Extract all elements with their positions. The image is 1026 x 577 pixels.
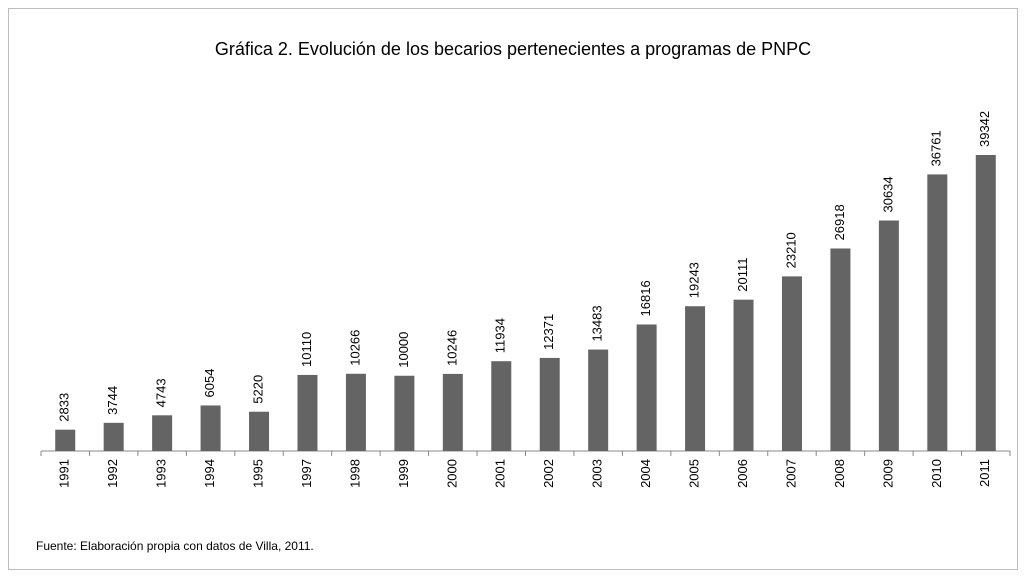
data-label: 10000: [396, 332, 411, 368]
bar: [442, 373, 463, 451]
data-label: 2833: [57, 393, 72, 422]
bar: [878, 220, 899, 451]
x-tick-label: 2000: [444, 459, 459, 488]
bar: [103, 422, 124, 451]
data-label: 6054: [202, 369, 217, 398]
x-tick-label: 1997: [299, 459, 314, 488]
bar: [975, 155, 996, 451]
bar: [345, 373, 366, 451]
x-tick-label: 2007: [783, 459, 798, 488]
bar: [394, 375, 415, 451]
data-label: 20111: [735, 257, 750, 291]
data-label: 19243: [687, 262, 702, 298]
data-label: 10246: [444, 330, 459, 366]
x-tick-label: 2002: [541, 459, 556, 488]
x-tick-label: 2006: [735, 459, 750, 488]
x-tick-label: 1998: [347, 459, 362, 488]
bar: [636, 324, 657, 451]
data-label: 13483: [590, 305, 605, 341]
x-tick-label: 1994: [202, 459, 217, 488]
bar: [200, 405, 221, 451]
data-label: 4743: [154, 378, 169, 407]
bar: [152, 415, 173, 451]
bar: [297, 374, 318, 451]
data-label: 16816: [638, 280, 653, 316]
x-tick-label: 2011: [977, 459, 992, 487]
x-tick-label: 2005: [687, 459, 702, 488]
bar: [55, 429, 76, 451]
bar: [491, 361, 512, 451]
data-label: 39342: [977, 111, 992, 147]
bar: [685, 306, 706, 451]
data-label: 10266: [347, 330, 362, 366]
bar: [249, 411, 270, 451]
data-label: 23210: [783, 232, 798, 268]
bar: [588, 349, 609, 451]
x-tick-label: 2010: [929, 459, 944, 488]
x-tick-label: 2008: [832, 459, 847, 488]
x-tick-label: 1993: [154, 459, 169, 488]
data-label: 36761: [929, 130, 944, 166]
bar: [539, 357, 560, 451]
bar: [927, 174, 948, 452]
bar: [781, 276, 802, 451]
x-tick-label: 2004: [638, 459, 653, 488]
chart-title: Gráfica 2. Evolución de los becarios per…: [215, 39, 811, 59]
source-note: Fuente: Elaboración propia con datos de …: [36, 539, 314, 553]
data-label: 11934: [493, 318, 508, 353]
bar: [733, 299, 754, 451]
x-tick-label: 1995: [250, 459, 265, 488]
x-tick-label: 2001: [493, 459, 508, 488]
data-label: 5220: [250, 375, 265, 404]
bar: [830, 248, 851, 451]
data-label: 10110: [299, 332, 314, 367]
x-tick-label: 2003: [590, 459, 605, 488]
data-label: 3744: [105, 386, 120, 415]
data-label: 30634: [880, 176, 895, 212]
x-tick-label: 1999: [396, 459, 411, 488]
x-tick-label: 1991: [57, 459, 72, 488]
x-tick-label: 2009: [880, 459, 895, 488]
x-tick-label: 1992: [105, 459, 120, 488]
data-label: 26918: [832, 204, 847, 240]
data-label: 12371: [541, 314, 556, 350]
